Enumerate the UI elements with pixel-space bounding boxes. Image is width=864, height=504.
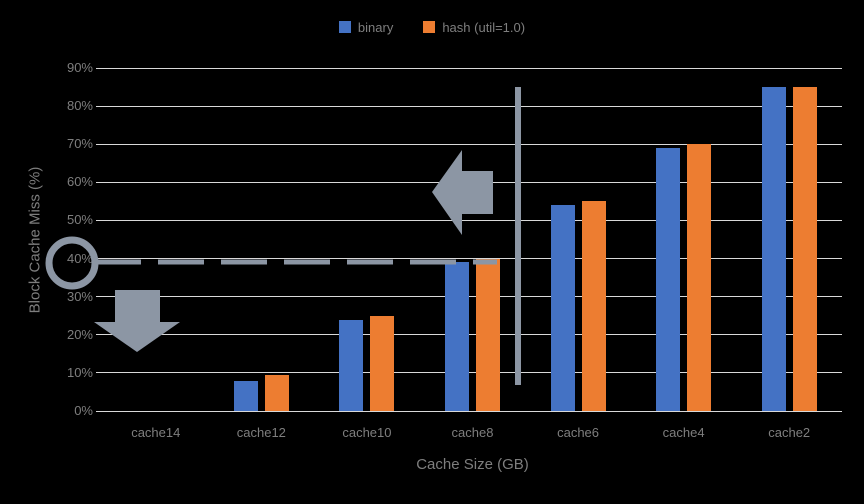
gridline-20% [103,334,842,336]
gridline-70% [103,143,842,145]
x-tick-label-cache2: cache2 [768,425,811,440]
bar-binary-cache12 [233,380,258,411]
x-tick-label-cache6: cache6 [557,425,600,440]
legend: binary hash (util=1.0) [0,16,864,38]
legend-item-hash-util-1-0-: hash (util=1.0) [423,20,525,35]
x-tick-label-cache12: cache12 [236,425,286,440]
bar-hash-util-1-0--cache4 [687,144,712,411]
bar-binary-cache10 [339,319,364,411]
y-axis-tick [96,410,103,412]
y-tick-label-70%: 70% [66,136,93,152]
legend-item-binary: binary [338,19,394,35]
y-axis-tick [96,181,103,183]
legend-label: binary [357,19,394,35]
y-axis-title: Block Cache Miss (%) [26,166,44,314]
bar-binary-cache4 [656,148,681,411]
y-tick-label-0%: 0% [74,403,93,418]
y-tick-label-20%: 20% [66,326,93,342]
gridline-30% [103,296,842,298]
y-tick-label-90%: 90% [66,60,93,75]
x-axis-title: Cache Size (GB) [416,456,529,473]
gridline-10% [103,372,842,374]
plot-area: 0% 10% 20% 30% 40% 50% 60% 70% 80% 90% cache14 cach… [67,60,842,440]
bar-hash-util-1-0--cache10 [370,315,395,411]
bar-binary-cache6 [550,205,575,411]
y-tick-label-30%: 30% [66,288,93,304]
x-tick-label-cache8: cache8 [451,425,494,440]
y-axis-tick [96,219,103,221]
y-axis-tick [96,296,103,298]
x-tick-label-cache14: cache14 [131,425,181,440]
x-tick-label-cache10: cache10 [342,425,392,440]
y-axis-tick [96,67,103,69]
y-axis-tick [96,372,103,374]
y-axis-tick [96,105,103,107]
bar-binary-cache2 [761,87,786,411]
gridline-80% [103,105,842,107]
y-tick-label-50%: 50% [66,212,93,228]
y-tick-label-60%: 60% [66,174,93,190]
gridline-0% [103,410,842,412]
y-axis-tick [96,334,103,336]
bar-hash-util-1-0--cache8 [476,258,500,411]
y-axis-tick [96,258,103,260]
gridline-40% [103,258,842,260]
y-tick-label-80%: 80% [66,98,93,114]
bar-hash-util-1-0--cache12 [264,374,289,411]
bar-binary-cache8 [445,262,469,411]
x-tick-label-cache4: cache4 [662,425,705,440]
bar-hash-util-1-0--cache6 [581,201,606,411]
legend-swatch-icon [338,21,351,33]
y-tick-label-40%: 40% [66,250,93,266]
bar-hash-util-1-0--cache2 [792,87,817,411]
y-tick-label-10%: 10% [66,364,93,380]
y-axis-tick [96,143,103,145]
legend-label: hash (util=1.0) [442,19,526,35]
legend-swatch-icon [423,21,436,33]
gridline-60% [103,181,842,183]
gridline-50% [103,219,842,221]
gridline-90% [103,67,842,69]
